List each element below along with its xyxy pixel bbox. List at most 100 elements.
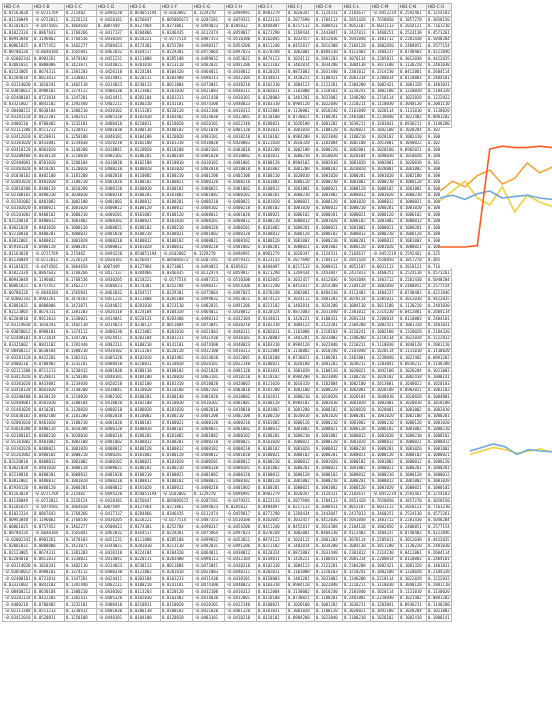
- column-header[interactable]: HID-C-O: [426, 3, 452, 11]
- table-row: -0.01030102 0.0402100 0.1101200 -0.0402010 0…: [2, 412, 452, 420]
- table-row: 0.02123005 0.0674311 0.1381203 -0.0420110 0.…: [2, 549, 452, 557]
- table-row: 0.01130049 -0.0722011 0.2226124 -0.0420181 0…: [2, 16, 452, 24]
- cell[interactable]: 0.0801202: [426, 113, 452, 121]
- table-row: -0.03114030 0.1010341 0.1402110 -0.0314023 0…: [2, 321, 452, 329]
- cell[interactable]: 0.1222032: [426, 575, 452, 583]
- cell[interactable]: 0.1001320: [398, 562, 427, 570]
- cell[interactable]: 0.1250100: [64, 614, 97, 622]
- cell[interactable]: 0.1222032: [426, 94, 452, 102]
- series-line-2: [440, 190, 552, 201]
- cell[interactable]: 0.1140200: [426, 120, 452, 128]
- cell[interactable]: 0.4221046: [426, 529, 452, 537]
- cell[interactable]: 0.4422035: [426, 536, 452, 544]
- cell[interactable]: 0.1320020: [398, 87, 427, 95]
- cell[interactable]: 0.2104320: [426, 87, 452, 95]
- cell[interactable]: 0.1021402: [398, 113, 427, 121]
- table-row: -0.02001010 0.0401020 0.1100210 -0.0401020 0…: [2, 419, 452, 427]
- cell[interactable]: 0.1020102: [370, 614, 399, 622]
- cell[interactable]: -0.03412010: [2, 614, 33, 622]
- cell[interactable]: 0.1002410: [398, 614, 427, 622]
- cell[interactable]: 0.1022020: [398, 94, 427, 102]
- cell[interactable]: 0.0104100: [128, 614, 161, 622]
- cell[interactable]: 0.1401031: [426, 81, 452, 89]
- cell[interactable]: 0.2524130: [398, 510, 427, 518]
- cell[interactable]: 0.2604114: [426, 68, 452, 76]
- cell[interactable]: 0.1023040: [314, 614, 343, 622]
- table-row: 0.02210010 0.0400201 0.1000012 -0.0401020 0.…: [2, 471, 452, 479]
- table-row: -0.03410120 0.0601020 0.1140200 -0.0410041 0…: [2, 146, 452, 154]
- table-row: 0.03120010 0.0400012 0.1001002 -0.0400102 0.…: [2, 458, 452, 466]
- cell[interactable]: -0.0440101: [96, 614, 129, 622]
- cell[interactable]: 0.2001110: [426, 100, 452, 108]
- table-row: -0.03412010 0.0520011 0.1250100 -0.0440101 0…: [2, 614, 452, 622]
- cell[interactable]: 0.1140200: [426, 601, 452, 609]
- cell[interactable]: 0.0110003: [398, 555, 427, 563]
- cell[interactable]: 0.2001110: [426, 581, 452, 589]
- cell[interactable]: 0.0930211: [398, 120, 427, 128]
- cell[interactable]: -0.0403101: [192, 614, 225, 622]
- cell[interactable]: 0.3040120: [398, 100, 427, 108]
- table-row: -0.03200400 0.0430120 0.1210010 -0.0402102 0…: [2, 152, 452, 160]
- table-row: 0.01022334 0.0867643 0.1768266 -0.0417137 0.…: [2, 510, 452, 518]
- table-row: 0.02123005 0.0674311 0.1381203 -0.0420110 0.…: [2, 308, 452, 316]
- cell[interactable]: 0.0740403: [398, 529, 427, 537]
- cell[interactable]: 0.1021402: [398, 594, 427, 602]
- cell[interactable]: 0.1130020: [426, 588, 452, 596]
- cell[interactable]: 0.2201430: [398, 516, 427, 524]
- table-row: 0.03012001 0.0400012 0.1001020 -0.0400210 0.…: [2, 237, 452, 245]
- cell[interactable]: 0.2401030: [426, 542, 452, 550]
- table-row: -0.03050012 0.0908101 0.1374112 -0.0400330 0…: [2, 568, 452, 576]
- table-row: -0.03201110 0.0422201 0.1302411 -0.0405320 0…: [2, 113, 452, 121]
- table-row: -0.00400212 0.0630104 0.1300210 -0.0430102 0…: [2, 588, 452, 596]
- column-header[interactable]: HID-C-N: [398, 3, 427, 11]
- cell[interactable]: 0.1000141: [426, 614, 452, 622]
- table-row: 0.01130049 -0.0722011 0.2226124 -0.0420181 0…: [2, 497, 452, 505]
- series-line-3: [440, 145, 552, 248]
- cell[interactable]: 0.4571261: [426, 510, 452, 518]
- cell[interactable]: 0.0120020: [160, 614, 193, 622]
- cell[interactable]: 0.0904200: [286, 614, 315, 622]
- cell[interactable]: 0.1401031: [426, 562, 452, 570]
- table-row: 0.03012001 0.0400012 0.1001020 -0.0400210 0.…: [2, 477, 452, 485]
- cell[interactable]: 0.1130220: [398, 61, 427, 69]
- cell[interactable]: 0.1022020: [398, 575, 427, 583]
- table-row: 0.02123005 0.0674311 0.1381203 -0.0420110 0.…: [2, 68, 452, 76]
- cell[interactable]: 0.0412001: [398, 549, 427, 557]
- cell[interactable]: 0.2104320: [426, 568, 452, 576]
- cell[interactable]: 0.1131010: [398, 588, 427, 596]
- table-row: 0.02204010 0.0811013 0.1330021 -0.0414041 0.…: [2, 555, 452, 563]
- cell[interactable]: 0.1021002: [426, 607, 452, 615]
- series-line-1: [470, 443, 552, 456]
- cell[interactable]: 0.0412001: [398, 68, 427, 76]
- cell[interactable]: 0.3040120: [398, 581, 427, 589]
- cell[interactable]: 0.1130220: [398, 542, 427, 550]
- cell[interactable]: 0.0930211: [398, 601, 427, 609]
- table-row: 0.02001031 0.0808006 0.1423071 -0.0344021 0.…: [2, 61, 452, 69]
- cell[interactable]: 0.2404101: [426, 555, 452, 563]
- cell[interactable]: 0.2408051: [398, 523, 427, 531]
- cell[interactable]: 0.1020204: [398, 607, 427, 615]
- cell[interactable]: 0.1100210: [342, 614, 371, 622]
- table-row: 0.03021020 0.0401020 0.1000120 -0.0400021 0.…: [2, 464, 452, 472]
- cell[interactable]: 0.5048204: [426, 516, 452, 524]
- cell[interactable]: 0.2604114: [426, 549, 452, 557]
- table-row: -0.03114030 0.1010341 0.1402110 -0.0314023 0…: [2, 562, 452, 570]
- cell[interactable]: 0.2401030: [426, 61, 452, 69]
- cell[interactable]: 0.1001320: [398, 81, 427, 89]
- cell[interactable]: 0.3012038: [398, 536, 427, 544]
- cell[interactable]: 0.2577154: [426, 523, 452, 531]
- cell[interactable]: 0.0801202: [426, 594, 452, 602]
- table-row: -0.03114030 0.1010341 0.1402110 -0.0314023 0…: [2, 81, 452, 89]
- cell[interactable]: 0.1131010: [398, 107, 427, 115]
- cell[interactable]: 0.2404101: [426, 74, 452, 82]
- table-row: -0.02404001 0.0501020 0.1200104 -0.0410020 0…: [2, 399, 452, 407]
- cell[interactable]: 0.1130020: [426, 107, 452, 115]
- cell[interactable]: 0.0110003: [398, 74, 427, 82]
- cell[interactable]: 0.0110102: [256, 614, 287, 622]
- cell[interactable]: 0.1320020: [398, 568, 427, 576]
- table-row: -0.01101002 0.0401002 0.1002100 -0.0401002 0…: [2, 198, 452, 206]
- cell[interactable]: -0.0410210: [224, 614, 257, 622]
- series-line-1: [440, 180, 552, 214]
- cell[interactable]: 0.0520011: [32, 614, 65, 622]
- data-grid[interactable]: HID-C-A HID-C-B HID-C-C HID-C-D HID-C-E HID-C…: [2, 3, 452, 622]
